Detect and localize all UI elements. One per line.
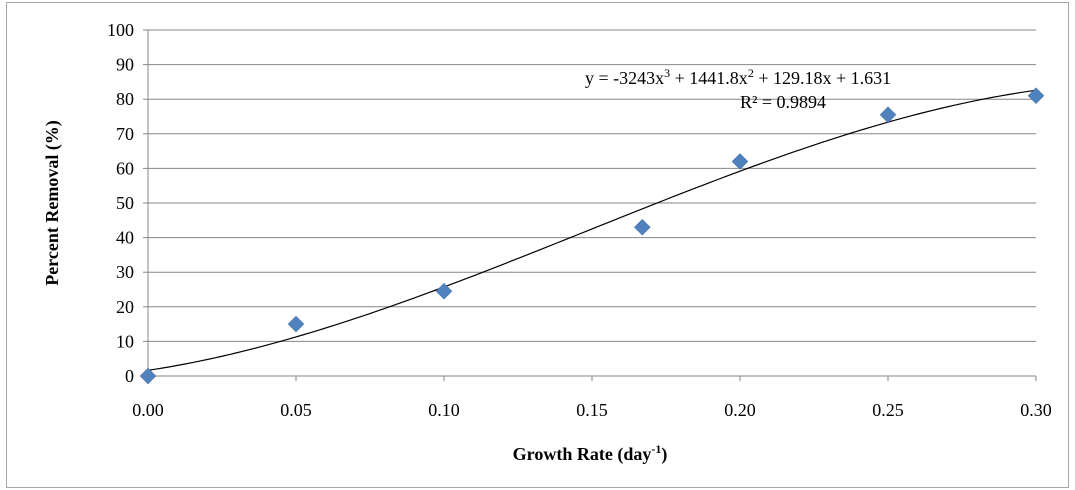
y-tick-label: 10 (116, 331, 134, 351)
x-tick-label: 0.25 (872, 400, 904, 420)
y-tick-label: 70 (116, 124, 134, 144)
x-axis-title: Growth Rate (day-1) (513, 442, 668, 465)
data-point (1027, 87, 1045, 105)
y-tick-label: 20 (116, 297, 134, 317)
x-tick-label: 0.15 (576, 400, 608, 420)
data-point (879, 106, 897, 124)
x-tick-label: 0.05 (280, 400, 312, 420)
r-squared-label: R² = 0.9894 (740, 92, 826, 112)
chart-border (6, 2, 1069, 488)
data-points (139, 87, 1045, 385)
x-tick-labels: 0.00 0.05 0.10 0.15 0.20 0.25 0.30 (132, 400, 1052, 420)
y-tick-labels: 0 10 20 30 40 50 60 70 80 90 100 (107, 20, 134, 386)
data-point (731, 153, 749, 170)
y-tick-label: 40 (116, 228, 134, 248)
data-point (287, 315, 305, 333)
x-tick-label: 0.00 (132, 400, 164, 420)
y-axis-title: Percent Removal (%) (42, 120, 63, 286)
data-point (633, 218, 651, 236)
y-tick-label: 0 (125, 366, 134, 386)
y-tick-label: 100 (107, 20, 134, 40)
y-tick-label: 50 (116, 193, 134, 213)
trendline-equation: y = -3243x3 + 1441.8x2 + 129.18x + 1.631 (585, 66, 891, 88)
x-tick-label: 0.30 (1020, 400, 1052, 420)
y-tick-label: 80 (116, 89, 134, 109)
data-point (435, 282, 453, 300)
y-tick-label: 90 (116, 55, 134, 75)
data-point (139, 367, 157, 385)
x-tick-label: 0.20 (724, 400, 756, 420)
y-tick-label: 30 (116, 262, 134, 282)
gridlines (148, 29, 1036, 342)
y-tick-label: 60 (116, 158, 134, 178)
x-tick-label: 0.10 (428, 400, 460, 420)
